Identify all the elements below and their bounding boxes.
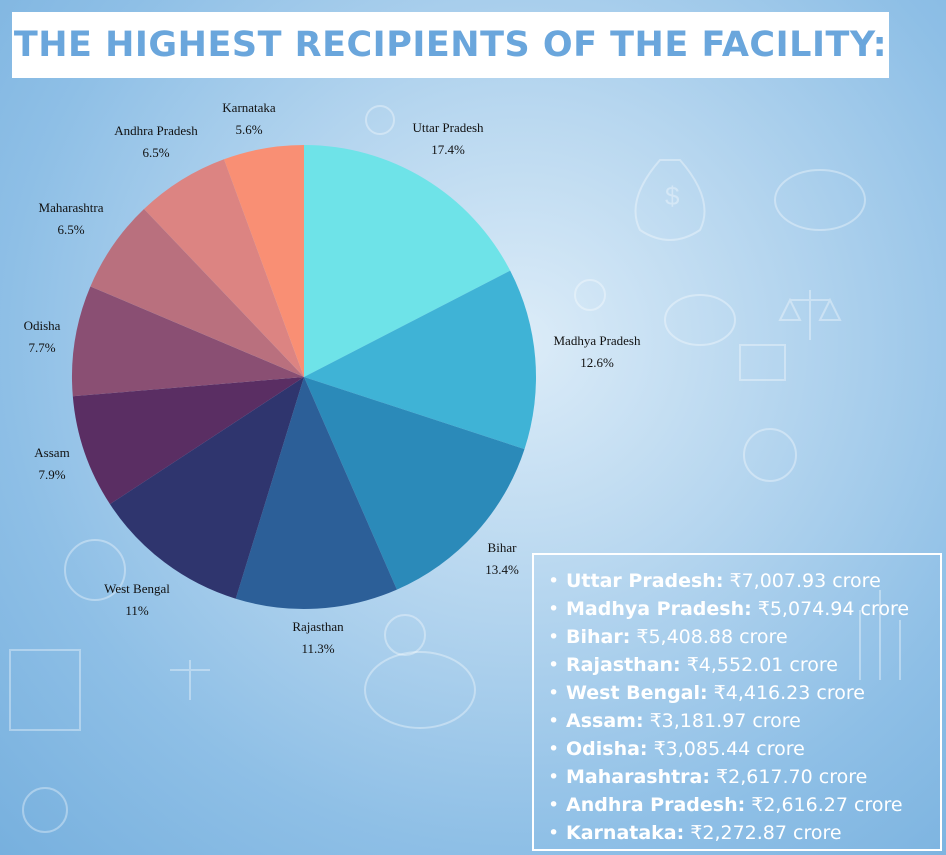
bullet-icon: •	[548, 682, 560, 704]
slice-percent-label: 6.5%	[57, 222, 84, 237]
pie-slice-west-bengal	[109, 377, 304, 599]
legend-item: • Uttar Pradesh: ₹7,007.93 crore	[548, 567, 940, 595]
bullet-icon: •	[548, 598, 560, 620]
svg-text:$: $	[665, 181, 680, 211]
legend-amount: ₹2,272.87 crore	[684, 822, 842, 844]
pie-labels: Uttar Pradesh 17.4% Madhya Pradesh 12.6% Bih…	[24, 100, 641, 656]
legend-item: • Karnataka: ₹2,272.87 crore	[548, 819, 940, 847]
slice-label: Karnataka	[222, 100, 276, 115]
legend-item: • Madhya Pradesh: ₹5,074.94 crore	[548, 595, 940, 623]
title-banner: THE HIGHEST RECIPIENTS OF THE FACILITY:	[12, 12, 889, 78]
legend-amount: ₹5,074.94 crore	[751, 598, 910, 620]
legend-item: • Maharashtra: ₹2,617.70 crore	[548, 763, 940, 791]
legend-amount: ₹3,181.97 crore	[643, 710, 801, 732]
bullet-icon: •	[548, 822, 560, 844]
legend-item: • Assam: ₹3,181.97 crore	[548, 707, 940, 735]
coin-icon	[365, 105, 606, 311]
legend-state-name: West Bengal:	[566, 682, 708, 704]
pie-chart: Uttar Pradesh 17.4% Madhya Pradesh 12.6% Bih…	[24, 100, 641, 656]
legend-item: • Odisha: ₹3,085.44 crore	[548, 735, 940, 763]
slice-label: Uttar Pradesh	[412, 120, 484, 135]
scales-icon	[170, 290, 842, 700]
legend-state-name: Rajasthan:	[566, 654, 681, 676]
slice-label: Bihar	[488, 540, 518, 555]
piggy-bank-icon	[364, 169, 866, 729]
bullet-icon: •	[548, 766, 560, 788]
pie-slice-karnataka	[223, 145, 304, 377]
legend-state-name: Bihar:	[566, 626, 631, 648]
pie-slice-andhra-pradesh	[143, 159, 304, 377]
legend-amount: ₹2,617.70 crore	[709, 766, 868, 788]
bullet-icon: •	[548, 738, 560, 760]
legend-item: • Andhra Pradesh: ₹2,616.27 crore	[548, 791, 940, 819]
legend-state-name: Karnataka:	[566, 822, 685, 844]
legend-amount: ₹2,616.27 crore	[745, 794, 903, 816]
slice-label: Maharashtra	[39, 200, 104, 215]
slice-percent-label: 7.7%	[28, 340, 55, 355]
slice-label: Odisha	[24, 318, 61, 333]
amounts-legend: • Uttar Pradesh: ₹7,007.93 crore • Madhya P…	[532, 553, 942, 851]
page-title: THE HIGHEST RECIPIENTS OF THE FACILITY:	[13, 25, 888, 65]
pie-slice-rajasthan	[235, 377, 397, 609]
legend-state-name: Assam:	[566, 710, 644, 732]
pie-slice-odisha	[72, 286, 304, 397]
legend-item: • West Bengal: ₹4,416.23 crore	[548, 679, 940, 707]
slice-percent-label: 11%	[125, 603, 149, 618]
pie-slice-uttar-pradesh	[304, 145, 511, 377]
legend-amount: ₹7,007.93 crore	[723, 570, 881, 592]
slice-percent-label: 12.6%	[580, 355, 614, 370]
pie-slice-maharashtra	[90, 209, 304, 377]
pie-slice-bihar	[304, 377, 525, 590]
legend-amount: ₹5,408.88 crore	[630, 626, 788, 648]
legend-amount: ₹4,416.23 crore	[707, 682, 865, 704]
legend-state-name: Uttar Pradesh:	[566, 570, 724, 592]
legend-state-name: Andhra Pradesh:	[566, 794, 746, 816]
head-icon	[22, 539, 126, 833]
legend-item: • Rajasthan: ₹4,552.01 crore	[548, 651, 940, 679]
slice-percent-label: 6.5%	[142, 145, 169, 160]
bullet-icon: •	[548, 794, 560, 816]
slice-label: Assam	[34, 445, 69, 460]
slice-label: Rajasthan	[292, 619, 344, 634]
slice-percent-label: 13.4%	[485, 562, 519, 577]
bullet-icon: •	[548, 570, 560, 592]
slice-percent-label: 17.4%	[431, 142, 465, 157]
bullet-icon: •	[548, 654, 560, 676]
legend-state-name: Odisha:	[566, 738, 648, 760]
pie-slice-assam	[72, 377, 304, 505]
slice-percent-label: 11.3%	[301, 641, 334, 656]
slice-percent-label: 7.9%	[38, 467, 65, 482]
slice-label: West Bengal	[104, 581, 170, 596]
slice-percent-label: 5.6%	[235, 122, 262, 137]
legend-amount: ₹3,085.44 crore	[647, 738, 805, 760]
legend-state-name: Madhya Pradesh:	[566, 598, 752, 620]
slice-label: Andhra Pradesh	[114, 123, 198, 138]
legend-state-name: Maharashtra:	[566, 766, 710, 788]
bar-chart-icon	[9, 344, 901, 731]
pie-slice-madhya-pradesh	[304, 270, 536, 450]
slice-label: Madhya Pradesh	[553, 333, 641, 348]
legend-amount: ₹4,552.01 crore	[680, 654, 838, 676]
bullet-icon: •	[548, 710, 560, 732]
moneybag-icon: $	[634, 159, 706, 241]
lightbulb-icon	[384, 428, 797, 656]
pie-slices	[72, 145, 536, 609]
legend-item: • Bihar: ₹5,408.88 crore	[548, 623, 940, 651]
bullet-icon: •	[548, 626, 560, 648]
legend-list: • Uttar Pradesh: ₹7,007.93 crore • Madhya P…	[534, 555, 940, 847]
